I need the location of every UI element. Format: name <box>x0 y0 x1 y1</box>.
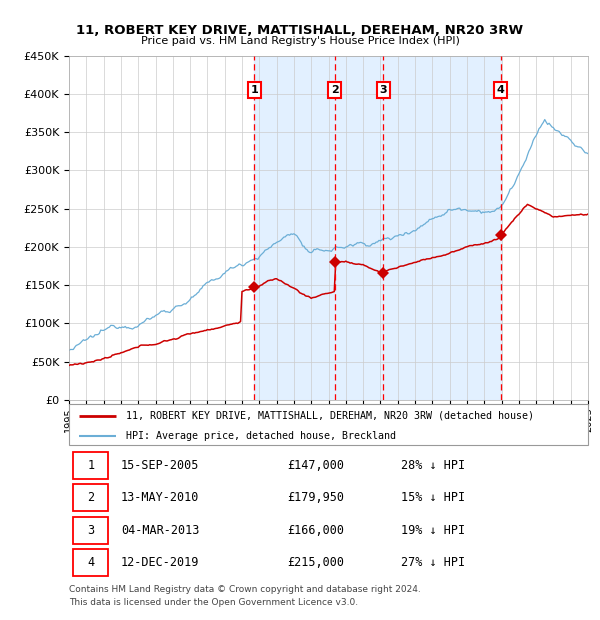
Text: 11, ROBERT KEY DRIVE, MATTISHALL, DEREHAM, NR20 3RW: 11, ROBERT KEY DRIVE, MATTISHALL, DEREHA… <box>76 24 524 37</box>
Text: 11, ROBERT KEY DRIVE, MATTISHALL, DEREHAM, NR20 3RW (detached house): 11, ROBERT KEY DRIVE, MATTISHALL, DEREHA… <box>126 410 534 420</box>
Text: 1: 1 <box>87 459 94 472</box>
FancyBboxPatch shape <box>69 404 588 445</box>
Text: 1: 1 <box>250 85 258 95</box>
Text: 13-MAY-2010: 13-MAY-2010 <box>121 492 199 504</box>
Text: 28% ↓ HPI: 28% ↓ HPI <box>401 459 465 472</box>
Bar <box>254 56 500 400</box>
Text: 2: 2 <box>331 85 338 95</box>
Text: £179,950: £179,950 <box>287 492 344 504</box>
Text: £147,000: £147,000 <box>287 459 344 472</box>
Text: 19% ↓ HPI: 19% ↓ HPI <box>401 524 465 536</box>
Text: 3: 3 <box>87 524 94 536</box>
Text: 3: 3 <box>380 85 387 95</box>
FancyBboxPatch shape <box>73 484 109 512</box>
Text: £215,000: £215,000 <box>287 556 344 569</box>
Text: 12-DEC-2019: 12-DEC-2019 <box>121 556 199 569</box>
Text: 27% ↓ HPI: 27% ↓ HPI <box>401 556 465 569</box>
Text: 15-SEP-2005: 15-SEP-2005 <box>121 459 199 472</box>
Text: £166,000: £166,000 <box>287 524 344 536</box>
Text: Contains HM Land Registry data © Crown copyright and database right 2024.: Contains HM Land Registry data © Crown c… <box>69 585 421 594</box>
Text: Price paid vs. HM Land Registry's House Price Index (HPI): Price paid vs. HM Land Registry's House … <box>140 36 460 46</box>
Text: 04-MAR-2013: 04-MAR-2013 <box>121 524 199 536</box>
Text: HPI: Average price, detached house, Breckland: HPI: Average price, detached house, Brec… <box>126 431 396 441</box>
FancyBboxPatch shape <box>73 516 109 544</box>
Text: 4: 4 <box>87 556 94 569</box>
FancyBboxPatch shape <box>73 452 109 479</box>
Text: 4: 4 <box>497 85 505 95</box>
Text: 2: 2 <box>87 492 94 504</box>
FancyBboxPatch shape <box>73 549 109 576</box>
Text: 15% ↓ HPI: 15% ↓ HPI <box>401 492 465 504</box>
Text: This data is licensed under the Open Government Licence v3.0.: This data is licensed under the Open Gov… <box>69 598 358 608</box>
